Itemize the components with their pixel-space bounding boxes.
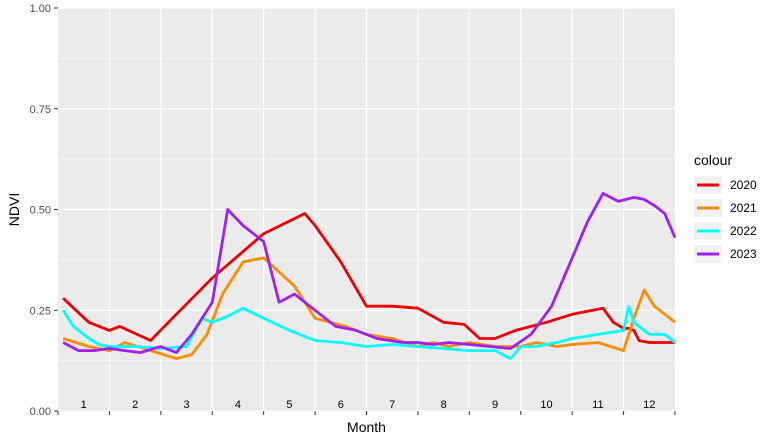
legend-label-2020: 2020 bbox=[730, 178, 757, 192]
x-axis-title: Month bbox=[347, 419, 386, 435]
series-lines bbox=[61, 191, 677, 361]
y-tick-label: 0.25 bbox=[30, 305, 51, 317]
x-month-label: 11 bbox=[592, 399, 603, 411]
x-month-label: 4 bbox=[235, 399, 241, 411]
y-tick-label: 0.75 bbox=[30, 104, 51, 116]
legend-label-2022: 2022 bbox=[730, 224, 757, 238]
x-month-label: 9 bbox=[492, 399, 498, 411]
x-month-label: 2 bbox=[132, 399, 138, 411]
axes: 0.000.250.500.751.001 2 3 4 5 6 7 8 9 10 11 12 bbox=[30, 3, 676, 418]
x-month-label: 3 bbox=[183, 399, 189, 411]
legend: colour 2020 2021 2022 2023 bbox=[694, 152, 757, 263]
series-line-2023 bbox=[62, 191, 677, 355]
x-month-label: 10 bbox=[540, 399, 552, 411]
x-month-label: 5 bbox=[286, 399, 292, 411]
x-month-label: 7 bbox=[389, 399, 395, 411]
y-tick-label: 0.00 bbox=[30, 406, 51, 418]
y-axis-title: NDVI bbox=[6, 193, 22, 226]
y-tick-label: 0.50 bbox=[30, 205, 51, 217]
x-month-label: 1 bbox=[81, 399, 87, 411]
series-line-2021 bbox=[62, 256, 676, 361]
legend-title: colour bbox=[694, 152, 732, 168]
x-month-label: 8 bbox=[441, 399, 447, 411]
y-tick-label: 1.00 bbox=[30, 3, 51, 15]
x-month-label: 6 bbox=[338, 399, 344, 411]
legend-label-2023: 2023 bbox=[730, 247, 757, 261]
x-month-label: 12 bbox=[643, 399, 655, 411]
legend-label-2021: 2021 bbox=[730, 201, 757, 215]
